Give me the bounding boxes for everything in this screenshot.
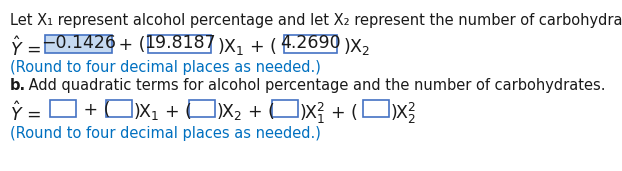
Text: 4.2690: 4.2690: [280, 34, 341, 52]
FancyBboxPatch shape: [189, 100, 215, 117]
Text: + (: + (: [78, 101, 110, 119]
FancyBboxPatch shape: [363, 100, 389, 117]
FancyBboxPatch shape: [45, 35, 112, 53]
FancyBboxPatch shape: [50, 100, 76, 117]
Text: 19.8187: 19.8187: [144, 34, 215, 52]
FancyBboxPatch shape: [106, 100, 132, 117]
Text: $\hat{Y}$ =: $\hat{Y}$ =: [10, 101, 41, 125]
Text: )X$_2$: )X$_2$: [338, 36, 370, 57]
Text: b.: b.: [10, 78, 26, 93]
Text: Add quadratic terms for alcohol percentage and the number of carbohydrates.: Add quadratic terms for alcohol percenta…: [24, 78, 605, 93]
Text: $\hat{Y}$ =: $\hat{Y}$ =: [10, 36, 43, 60]
FancyBboxPatch shape: [272, 100, 298, 117]
Text: )X$_1^2$ + (: )X$_1^2$ + (: [299, 101, 358, 126]
Text: (Round to four decimal places as needed.): (Round to four decimal places as needed.…: [10, 60, 321, 75]
Text: (Round to four decimal places as needed.): (Round to four decimal places as needed.…: [10, 126, 321, 141]
FancyBboxPatch shape: [284, 35, 337, 53]
Text: −0.1426: −0.1426: [41, 34, 116, 52]
Text: + (: + (: [113, 36, 151, 54]
Text: )X$_1$ + (: )X$_1$ + (: [212, 36, 278, 57]
Text: )X$_1$ + (: )X$_1$ + (: [133, 101, 192, 122]
Text: Let X₁ represent alcohol percentage and let X₂ represent the number of carbohydr: Let X₁ represent alcohol percentage and …: [10, 13, 622, 28]
Text: )X$_2^2$: )X$_2^2$: [390, 101, 416, 126]
FancyBboxPatch shape: [148, 35, 211, 53]
Text: )X$_2$ + (: )X$_2$ + (: [216, 101, 275, 122]
